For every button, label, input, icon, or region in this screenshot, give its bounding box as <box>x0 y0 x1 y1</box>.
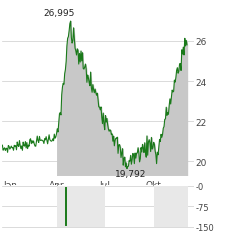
Bar <box>57 186 105 227</box>
Text: Jul: Jul <box>100 180 111 189</box>
Bar <box>154 186 188 227</box>
Text: Jan: Jan <box>3 180 17 189</box>
Text: 26,995: 26,995 <box>44 9 75 18</box>
Text: Okt: Okt <box>145 180 161 189</box>
Text: Apr: Apr <box>49 180 65 189</box>
Text: 19,792: 19,792 <box>115 170 146 179</box>
